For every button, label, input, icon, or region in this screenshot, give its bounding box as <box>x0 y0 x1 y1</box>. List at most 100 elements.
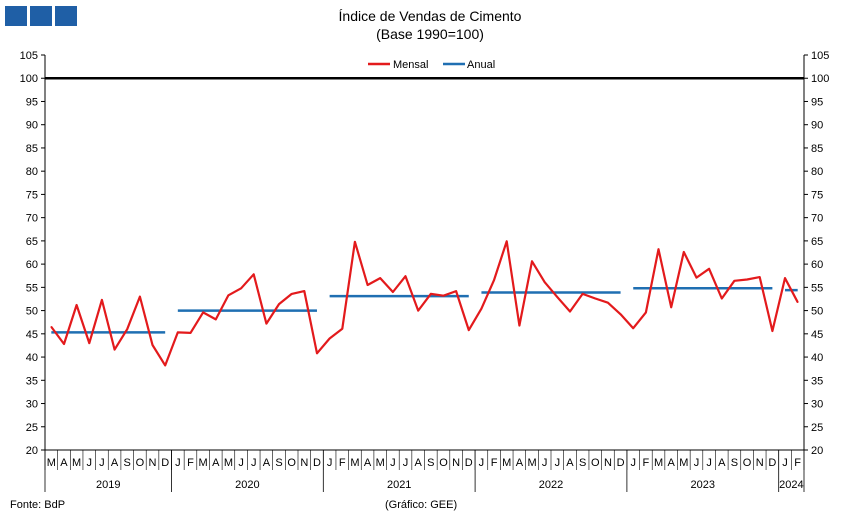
monthly-point <box>505 240 508 243</box>
y-tick-label-right: 100 <box>811 73 829 85</box>
monthly-point <box>189 332 192 334</box>
monthly-point <box>139 295 141 298</box>
month-label: A <box>263 457 271 469</box>
month-label: A <box>212 457 220 469</box>
month-label: M <box>376 457 385 469</box>
y-tick-label-right: 105 <box>811 50 829 62</box>
y-tick-label-right: 85 <box>811 143 823 155</box>
monthly-point <box>746 278 748 281</box>
y-tick-label-right: 20 <box>811 445 823 457</box>
month-label: N <box>452 457 460 469</box>
monthly-point <box>379 277 382 279</box>
y-tick-label-right: 70 <box>811 213 823 225</box>
monthly-point <box>708 267 710 270</box>
monthly-point <box>683 251 685 253</box>
month-label: S <box>579 457 586 469</box>
month-label: M <box>224 457 233 469</box>
month-label: J <box>630 457 636 469</box>
monthly-point <box>392 291 394 293</box>
monthly-point <box>341 327 344 330</box>
month-label: M <box>72 457 81 469</box>
monthly-point <box>101 299 103 301</box>
month-label: J <box>706 457 712 469</box>
monthly-point <box>404 275 407 278</box>
y-tick-label-right: 35 <box>811 375 823 387</box>
logo-block-3 <box>55 6 77 26</box>
monthly-point <box>75 304 78 306</box>
y-tick-label-right: 55 <box>811 282 823 294</box>
monthly-point <box>417 309 419 312</box>
month-label: N <box>756 457 764 469</box>
month-label: J <box>694 457 700 469</box>
monthly-point <box>518 324 521 327</box>
y-tick-label-left: 70 <box>26 213 38 225</box>
monthly-point <box>303 290 306 292</box>
monthly-point <box>63 343 65 345</box>
monthly-point <box>771 330 774 332</box>
y-tick-label-left: 85 <box>26 143 38 155</box>
y-tick-label-left: 45 <box>26 329 38 341</box>
monthly-point <box>784 277 786 279</box>
month-label: D <box>768 457 776 469</box>
y-tick-label-left: 95 <box>26 96 38 108</box>
month-label: F <box>339 457 346 469</box>
month-label: D <box>161 457 169 469</box>
y-tick-label-right: 30 <box>811 399 823 411</box>
monthly-point <box>594 297 597 300</box>
series-layer <box>45 76 804 367</box>
y-tick-label-left: 105 <box>20 50 38 62</box>
monthly-point <box>695 276 698 279</box>
monthly-point <box>442 294 445 297</box>
y-tick-label-left: 60 <box>26 259 38 271</box>
monthly-series-line <box>50 240 799 367</box>
month-label: O <box>591 457 600 469</box>
month-label: O <box>287 457 296 469</box>
month-label: S <box>124 457 131 469</box>
chart-subtitle: (Base 1990=100) <box>376 26 484 42</box>
y-tick-label-right: 45 <box>811 329 823 341</box>
y-tick-label-right: 90 <box>811 120 823 132</box>
month-label: J <box>99 457 105 469</box>
monthly-point <box>202 311 204 314</box>
monthly-point <box>278 303 280 305</box>
y-tick-label-right: 75 <box>811 189 823 201</box>
month-label: S <box>731 457 738 469</box>
y-tick-label-left: 75 <box>26 189 38 201</box>
monthly-point <box>177 331 179 334</box>
year-label: 2019 <box>96 479 120 491</box>
month-label: M <box>350 457 359 469</box>
month-label: J <box>479 457 485 469</box>
monthly-point <box>113 348 116 351</box>
monthly-point <box>480 307 483 310</box>
month-label: J <box>555 457 561 469</box>
monthly-point <box>227 294 230 297</box>
month-label: M <box>199 457 208 469</box>
month-label: D <box>313 457 321 469</box>
month-label: A <box>415 457 423 469</box>
month-label: A <box>516 457 524 469</box>
monthly-point <box>632 327 635 330</box>
chart-title: Índice de Vendas de Cimento <box>338 8 522 24</box>
y-tick-label-left: 35 <box>26 375 38 387</box>
monthly-point <box>50 326 53 328</box>
monthly-point <box>316 352 318 355</box>
y-tick-label-left: 25 <box>26 422 38 434</box>
monthly-point <box>455 290 457 292</box>
month-label: A <box>60 457 68 469</box>
month-label: S <box>275 457 282 469</box>
y-tick-label-right: 80 <box>811 166 823 178</box>
month-label: A <box>364 457 372 469</box>
monthly-point <box>670 306 672 309</box>
logo-block-2 <box>30 6 52 26</box>
month-label: N <box>604 457 612 469</box>
monthly-point <box>796 301 799 304</box>
y-tick-label-left: 80 <box>26 166 38 178</box>
year-label: 2024 <box>779 479 803 491</box>
year-label: 2023 <box>691 479 715 491</box>
monthly-point <box>556 296 559 298</box>
month-label: F <box>643 457 650 469</box>
year-label: 2021 <box>387 479 411 491</box>
monthly-point <box>531 260 533 263</box>
monthly-point <box>240 287 242 290</box>
